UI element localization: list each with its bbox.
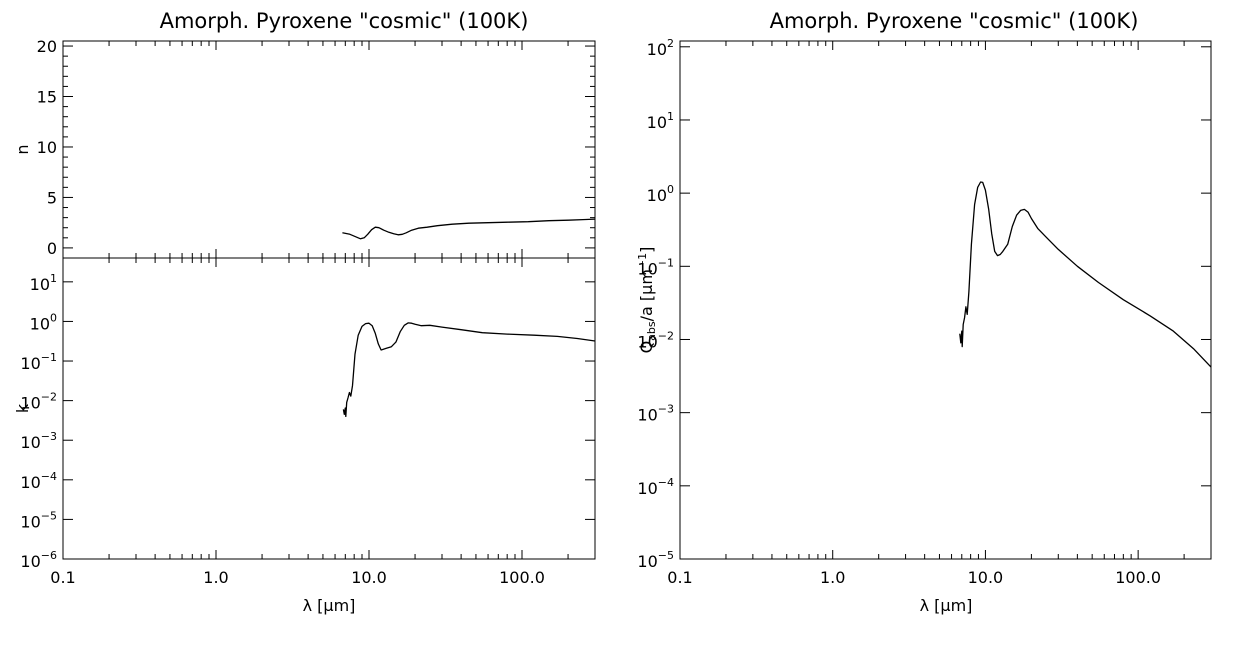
y-tick-label: 10−2: [637, 329, 674, 351]
y-tick-exponent: −2: [658, 329, 674, 342]
y-tick-label: 101: [647, 110, 674, 132]
y-tick-exponent: −6: [41, 549, 57, 562]
y-tick-label: 5: [47, 188, 57, 207]
data-series: [342, 322, 596, 418]
chart-title: Amorph. Pyroxene "cosmic" (100K): [770, 9, 1139, 33]
y-tick-mantissa: 10: [20, 394, 40, 413]
y-axis-label-rest: /a [μm: [637, 269, 656, 321]
y-tick-label: 10−2: [20, 391, 57, 413]
data-series: [342, 218, 596, 240]
y-tick-exponent: −4: [41, 470, 57, 483]
y-tick-mantissa: 10: [637, 406, 657, 425]
plot-frame: [62, 40, 596, 259]
x-axis: [62, 41, 596, 258]
x-tick-label: 1.0: [820, 568, 845, 587]
y-axis-label-sub: abs: [645, 321, 658, 341]
y-tick-mantissa: 10: [20, 354, 40, 373]
y-tick-label: 10−1: [20, 351, 57, 373]
chart-qabs: Amorph. Pyroxene "cosmic" (100K) 10−510−…: [636, 9, 1212, 615]
x-tick-label: 10.0: [351, 568, 387, 587]
y-tick-label: 10: [37, 138, 57, 157]
y-tick-label: 10−3: [20, 430, 57, 452]
x-tick-label: 100.0: [1115, 568, 1161, 587]
y-tick-mantissa: 10: [647, 186, 667, 205]
y-tick-label: 10−5: [20, 509, 57, 531]
x-axis-label: λ [μm]: [303, 596, 356, 615]
plot-frame: [62, 257, 596, 560]
data-series: [959, 181, 1212, 368]
y-tick-mantissa: 10: [647, 40, 667, 59]
y-tick-exponent: −2: [41, 391, 57, 404]
y-tick-label: 100: [30, 311, 57, 333]
y-tick-label: 15: [37, 88, 57, 107]
x-tick-label: 1.0: [203, 568, 228, 587]
series-line: [959, 181, 1212, 368]
y-tick-label: 100: [647, 183, 674, 205]
x-tick-label: 0.1: [667, 568, 692, 587]
y-tick-exponent: −5: [41, 509, 57, 522]
y-tick-exponent: 1: [50, 272, 57, 285]
y-tick-exponent: 0: [50, 311, 57, 324]
y-tick-label: 10−4: [637, 476, 674, 498]
x-axis: 0.1 1.0 10.0 100.0: [50, 258, 596, 587]
x-axis-label: λ [μm]: [920, 596, 973, 615]
y-tick-label: 10−5: [637, 549, 674, 571]
y-tick-mantissa: 10: [637, 259, 657, 278]
y-tick-mantissa: 10: [647, 113, 667, 132]
series-line: [342, 322, 596, 418]
y-axis-label: k: [13, 403, 32, 413]
y-tick-exponent: 1: [667, 110, 674, 123]
y-tick-exponent: −1: [41, 351, 57, 364]
y-tick-label: 102: [647, 37, 674, 59]
chart-n: Amorph. Pyroxene "cosmic" (100K) 0 5 10 15 2…: [13, 9, 596, 259]
y-axis-label-close: ]: [637, 247, 656, 253]
y-tick-label: 10−6: [20, 549, 57, 571]
y-tick-exponent: −3: [658, 403, 674, 416]
y-tick-mantissa: 10: [637, 332, 657, 351]
x-tick-label: 10.0: [968, 568, 1004, 587]
x-axis: 0.1 1.0 10.0 100.0: [667, 41, 1212, 587]
y-axis-label-sup: −1: [636, 253, 649, 269]
y-tick-mantissa: 10: [20, 473, 40, 492]
series-line: [342, 218, 596, 240]
y-tick-mantissa: 10: [20, 512, 40, 531]
y-axis: 0 5 10 15 20: [37, 37, 595, 258]
chart-title: Amorph. Pyroxene "cosmic" (100K): [160, 9, 529, 33]
y-axis-label: Qabs/a [μm−1]: [636, 247, 658, 354]
y-axis-label-q: Q: [637, 341, 656, 354]
y-tick-mantissa: 10: [637, 552, 657, 571]
y-tick-label: 20: [37, 37, 57, 56]
y-tick-label: 10−3: [637, 403, 674, 425]
y-tick-exponent: −3: [41, 430, 57, 443]
y-tick-mantissa: 10: [30, 275, 50, 294]
y-tick-exponent: −5: [658, 549, 674, 562]
y-tick-exponent: −4: [658, 476, 674, 489]
y-tick-label: 101: [30, 272, 57, 294]
y-tick-mantissa: 10: [637, 479, 657, 498]
y-tick-label: 0: [47, 239, 57, 258]
y-axis-label: n: [13, 144, 32, 154]
y-tick-mantissa: 10: [20, 433, 40, 452]
x-tick-label: 0.1: [50, 568, 75, 587]
y-tick-exponent: −1: [658, 256, 674, 269]
y-tick-mantissa: 10: [20, 552, 40, 571]
plot-frame: [679, 40, 1212, 560]
y-tick-exponent: 0: [667, 183, 674, 196]
y-tick-label: 10−4: [20, 470, 57, 492]
y-tick-mantissa: 10: [30, 314, 50, 333]
x-tick-label: 100.0: [499, 568, 545, 587]
y-tick-exponent: 2: [667, 37, 674, 50]
y-tick-label: 10−1: [637, 256, 674, 278]
